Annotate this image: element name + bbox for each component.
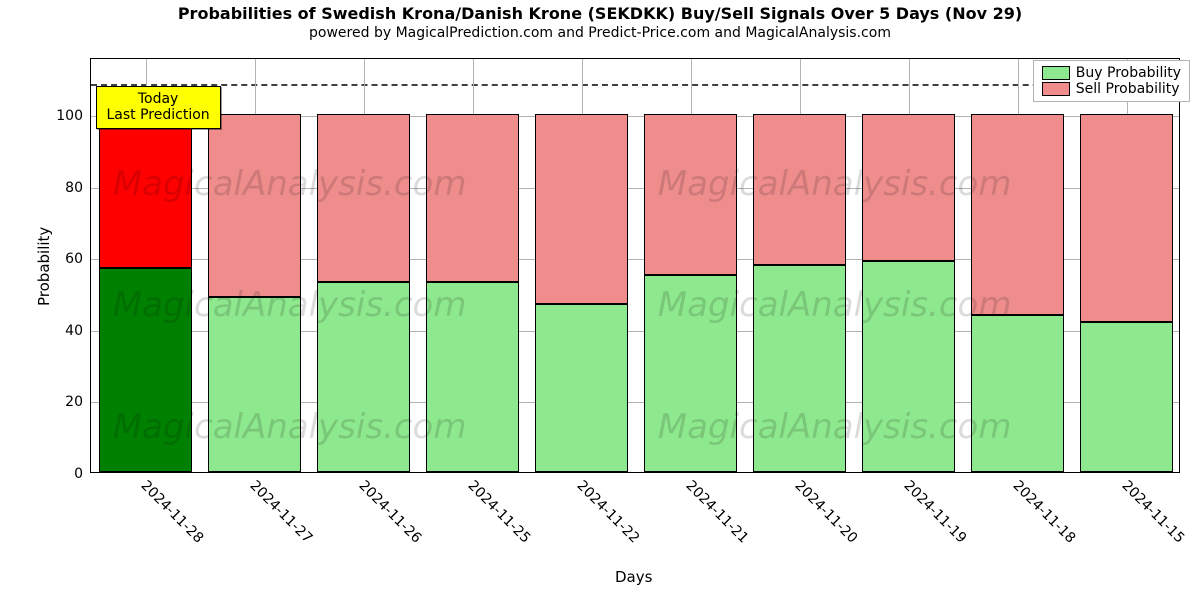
bar-buy	[753, 265, 847, 473]
x-tick-label: 2024-11-27	[246, 478, 315, 547]
bar-buy	[1080, 322, 1174, 472]
chart-title-block: Probabilities of Swedish Krona/Danish Kr…	[0, 4, 1200, 41]
bar-sell	[426, 114, 520, 282]
today-callout-line2: Last Prediction	[107, 107, 210, 124]
y-tick-label: 80	[65, 180, 91, 196]
x-tick-label: 2024-11-21	[682, 478, 751, 547]
bar-sell	[535, 114, 629, 304]
bar-sell	[99, 114, 193, 268]
bar-sell	[971, 114, 1065, 314]
x-tick-label: 2024-11-25	[464, 478, 533, 547]
bar-buy	[862, 261, 956, 472]
y-tick-label: 20	[65, 394, 91, 410]
bar-buy	[644, 275, 738, 472]
bar-group	[1080, 57, 1174, 472]
legend-label-buy: Buy Probability	[1076, 65, 1181, 81]
bar-buy	[99, 268, 193, 472]
bar-buy	[971, 315, 1065, 472]
plot-area: 0204060801002024-11-282024-11-272024-11-…	[90, 58, 1180, 473]
chart-subtitle: powered by MagicalPrediction.com and Pre…	[0, 25, 1200, 41]
bar-group	[971, 57, 1065, 472]
legend-label-sell: Sell Probability	[1076, 81, 1180, 97]
x-tick-label: 2024-11-20	[791, 478, 860, 547]
bar-buy	[535, 304, 629, 472]
x-tick-label: 2024-11-18	[1009, 478, 1078, 547]
bar-group	[317, 57, 411, 472]
legend-swatch-sell	[1042, 82, 1070, 96]
x-tick-label: 2024-11-22	[573, 478, 642, 547]
bar-sell	[208, 114, 302, 296]
legend-item-sell: Sell Probability	[1042, 81, 1181, 97]
x-tick-label: 2024-11-19	[900, 478, 969, 547]
x-tick-label: 2024-11-15	[1118, 478, 1187, 547]
bar-buy	[208, 297, 302, 472]
bar-buy	[317, 282, 411, 472]
today-callout-line1: Today	[107, 91, 210, 108]
bar-group	[535, 57, 629, 472]
x-tick-label: 2024-11-28	[137, 478, 206, 547]
bar-sell	[753, 114, 847, 264]
legend: Buy Probability Sell Probability	[1033, 60, 1190, 102]
y-tick-label: 60	[65, 251, 91, 267]
today-callout: TodayLast Prediction	[96, 86, 221, 130]
y-tick-label: 40	[65, 323, 91, 339]
legend-swatch-buy	[1042, 66, 1070, 80]
y-tick-label: 100	[56, 108, 91, 124]
bar-group	[862, 57, 956, 472]
legend-item-buy: Buy Probability	[1042, 65, 1181, 81]
x-tick-label: 2024-11-26	[355, 478, 424, 547]
bar-sell	[862, 114, 956, 261]
bar-sell	[1080, 114, 1174, 322]
bar-sell	[317, 114, 411, 282]
bar-group	[644, 57, 738, 472]
bar-group	[208, 57, 302, 472]
bar-group	[426, 57, 520, 472]
bar-group	[753, 57, 847, 472]
bar-buy	[426, 282, 520, 472]
chart-title: Probabilities of Swedish Krona/Danish Kr…	[0, 4, 1200, 23]
y-tick-label: 0	[74, 466, 91, 482]
y-axis-label: Probability	[35, 226, 53, 305]
bar-sell	[644, 114, 738, 275]
x-axis-label: Days	[615, 568, 652, 586]
